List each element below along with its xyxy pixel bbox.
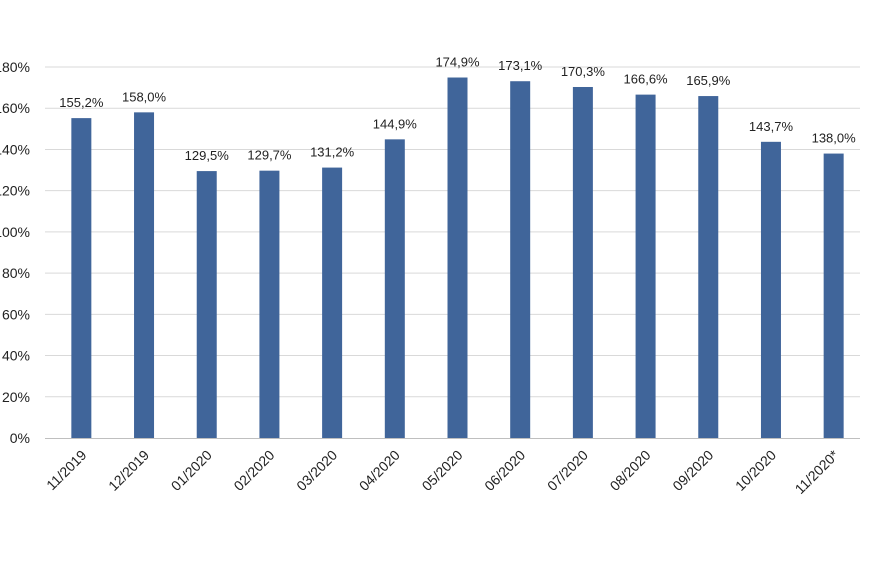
bar bbox=[760, 141, 781, 438]
bar bbox=[384, 139, 405, 438]
bar bbox=[71, 118, 92, 439]
data-label: 144,9% bbox=[373, 116, 418, 131]
x-category-label: 06/2020 bbox=[481, 447, 528, 494]
y-tick-label: 40% bbox=[2, 348, 30, 364]
data-label: 174,9% bbox=[435, 55, 480, 70]
x-category-label: 03/2020 bbox=[293, 447, 340, 494]
y-tick-label: 180% bbox=[0, 59, 30, 75]
x-category-label: 11/2020* bbox=[792, 446, 843, 497]
bar bbox=[196, 171, 217, 438]
bar bbox=[510, 81, 531, 438]
data-label: 129,7% bbox=[247, 148, 292, 163]
data-label: 138,0% bbox=[812, 131, 857, 146]
y-tick-label: 60% bbox=[2, 306, 30, 322]
bar bbox=[698, 96, 719, 438]
y-tick-label: 20% bbox=[2, 389, 30, 405]
y-axis-tick-labels: 0% 20% 40% 60% 80% 100% 120% 140% 160% 180% bbox=[0, 59, 30, 446]
x-category-label: 11/2019 bbox=[43, 447, 90, 494]
data-label: 131,2% bbox=[310, 145, 355, 160]
x-category-label: 04/2020 bbox=[356, 447, 403, 494]
x-category-label: 07/2020 bbox=[544, 447, 591, 494]
bar bbox=[635, 94, 656, 438]
y-tick-label: 0% bbox=[10, 430, 30, 446]
x-category-label: 05/2020 bbox=[419, 447, 466, 494]
data-label: 165,9% bbox=[686, 73, 731, 88]
data-label: 158,0% bbox=[122, 89, 167, 104]
bar bbox=[259, 170, 280, 438]
data-label: 155,2% bbox=[59, 95, 104, 110]
y-tick-label: 140% bbox=[0, 141, 30, 157]
x-category-label: 02/2020 bbox=[230, 447, 277, 494]
data-labels: 155,2% 158,0% 129,5% 129,7% 131,2% 144,9% 174,… bbox=[59, 55, 856, 164]
x-category-label: 08/2020 bbox=[607, 447, 654, 494]
bar bbox=[823, 153, 844, 439]
data-label: 143,7% bbox=[749, 119, 794, 134]
bar bbox=[134, 112, 155, 438]
bar bbox=[572, 86, 593, 439]
y-tick-label: 160% bbox=[0, 100, 30, 116]
bar bbox=[322, 167, 343, 439]
y-tick-label: 80% bbox=[2, 265, 30, 281]
x-category-label: 09/2020 bbox=[669, 447, 716, 494]
x-axis-category-labels: 11/2019 12/2019 01/2020 02/2020 03/2020 04/20… bbox=[43, 446, 842, 497]
x-category-label: 10/2020 bbox=[732, 447, 779, 494]
y-tick-label: 120% bbox=[0, 183, 30, 199]
y-tick-label: 100% bbox=[0, 224, 30, 240]
bars bbox=[71, 77, 844, 439]
x-category-label: 01/2020 bbox=[168, 447, 215, 494]
data-label: 129,5% bbox=[185, 148, 230, 163]
data-label: 173,1% bbox=[498, 58, 543, 73]
data-label: 170,3% bbox=[561, 64, 606, 79]
data-label: 166,6% bbox=[624, 72, 669, 87]
x-category-label: 12/2019 bbox=[105, 447, 152, 494]
bar bbox=[447, 77, 468, 439]
